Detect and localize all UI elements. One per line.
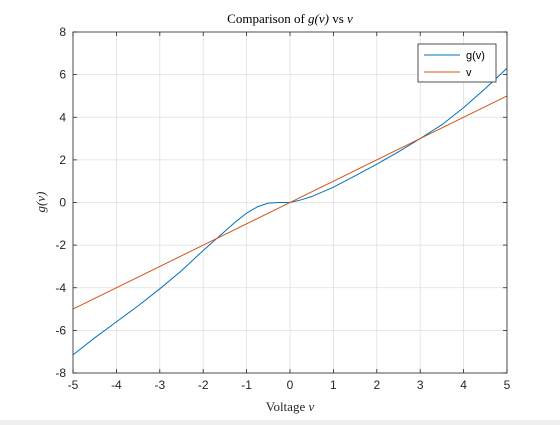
x-tick-label: 0 [287,378,294,392]
y-tick-label: 2 [59,153,66,167]
y-tick-label: 8 [59,25,66,39]
series-line-v [72,95,508,310]
legend-label-v: v [466,67,472,79]
title-vs: vs [329,11,347,26]
x-tick-label: 2 [373,378,380,392]
xlabel-prefix: Voltage [266,399,309,414]
legend-box [417,43,497,83]
y-axis-label: g(v) [33,192,48,213]
legend: g(v) v [417,43,497,83]
title-v: v [347,11,353,26]
x-tick-label: 3 [417,378,424,392]
tick-labels: -5 -4 -3 -2 -1 0 1 2 3 4 5 -8 -6 -4 -2 0 2 4 6 8 [55,25,510,392]
x-tick-label: -3 [154,378,165,392]
x-axis-label: Voltage v [266,399,315,414]
x-tick-label: -4 [111,378,122,392]
xlabel-v: v [308,399,314,414]
y-tick-label: 6 [59,68,66,82]
x-tick-label: -1 [241,378,252,392]
title-gv: g(v) [308,11,329,26]
y-tick-label: -6 [55,323,66,337]
ticks [72,31,508,374]
y-tick-label: -4 [55,281,66,295]
legend-label-gv: g(v) [466,50,485,62]
chart-title: Comparison of g(v) vs v [227,11,353,26]
y-tick-label: 0 [59,196,66,210]
y-tick-label: 4 [59,110,66,124]
title-prefix: Comparison of [227,11,308,26]
x-tick-label: -5 [68,378,79,392]
y-tick-label: -2 [55,238,66,252]
y-tick-label: -8 [55,366,66,380]
x-tick-label: 4 [460,378,467,392]
x-tick-label: -2 [198,378,209,392]
series-layer [72,67,508,356]
x-tick-label: 5 [504,378,511,392]
x-tick-label: 1 [330,378,337,392]
